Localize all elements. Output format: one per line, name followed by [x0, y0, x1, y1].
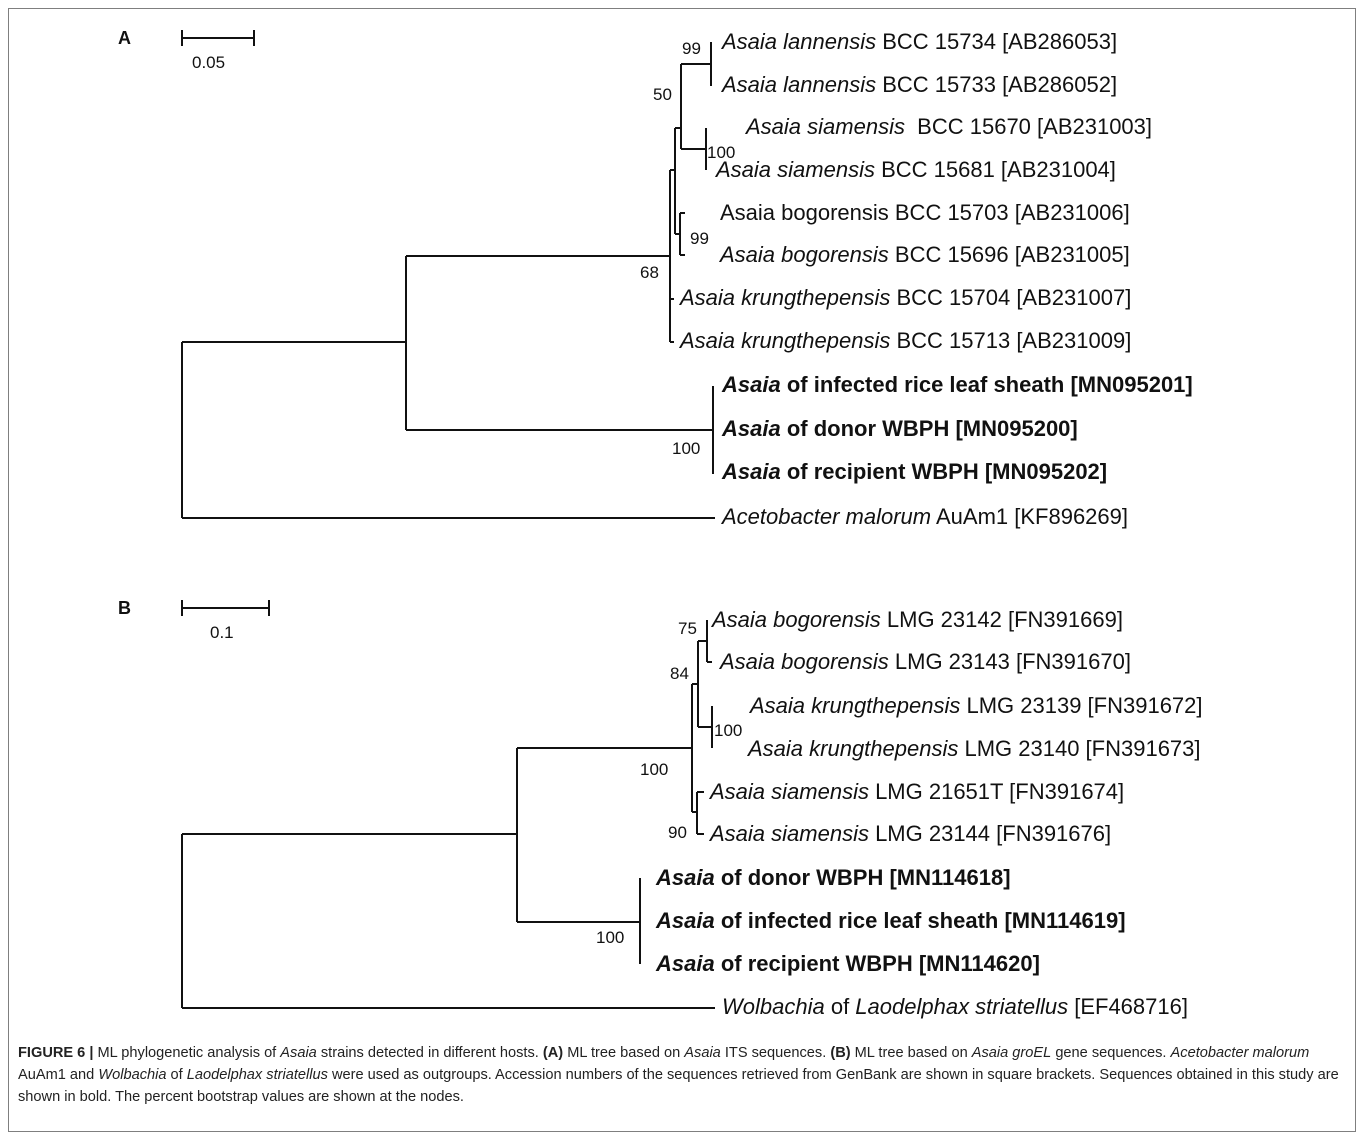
bootstrap-value: 99 — [690, 229, 709, 248]
taxon-label: Asaia lannensis BCC 15733 [AB286052] — [720, 72, 1117, 97]
phylogenetic-trees: A 0.05 — [118, 28, 1203, 1019]
panel-b-scale-label: 0.1 — [210, 623, 234, 642]
panel-a-label: A — [118, 28, 131, 48]
bootstrap-value: 84 — [670, 664, 689, 683]
caption-segment: gene sequences. — [1051, 1045, 1171, 1061]
taxon-label: Asaia siamensis BCC 15670 [AB231003] — [744, 114, 1152, 139]
bootstrap-value: 90 — [668, 823, 687, 842]
taxon-label-bold: Asaia of donor WBPH [MN095200] — [721, 416, 1078, 441]
caption-segment: Asaia — [684, 1045, 721, 1061]
caption-segment: were used as outgroups. Accession number… — [18, 1067, 1339, 1105]
figure-caption: FIGURE 6 | ML phylogenetic analysis of A… — [18, 1042, 1344, 1108]
taxon-label-bold: Asaia of infected rice leaf sheath [MN11… — [655, 908, 1126, 933]
taxon-label-bold: Asaia of infected rice leaf sheath [MN09… — [721, 372, 1193, 397]
caption-segment: Acetobacter malorum — [1170, 1045, 1310, 1061]
bootstrap-value: 100 — [672, 439, 700, 458]
bootstrap-value: 100 — [640, 760, 668, 779]
taxon-label: Asaia bogorensis LMG 23143 [FN391670] — [718, 649, 1131, 674]
panel-b-taxa: Asaia bogorensis LMG 23142 [FN391669] As… — [655, 607, 1203, 1019]
taxon-label: Asaia siamensis LMG 23144 [FN391676] — [708, 821, 1111, 846]
caption-segment: Wolbachia — [98, 1067, 167, 1083]
taxon-label: Asaia bogorensis BCC 15703 [AB231006] — [720, 200, 1130, 225]
caption-segment: AuAm1 and — [18, 1067, 99, 1083]
panel-a-branches — [181, 42, 715, 519]
panel-a-taxa: Asaia lannensis BCC 15734 [AB286053] Asa… — [678, 29, 1193, 529]
caption-segment: strains detected in different hosts. — [316, 1045, 543, 1061]
caption-segment: Laodelphax striatellus — [186, 1067, 328, 1083]
caption-segment: Asaia groEL — [971, 1045, 1052, 1061]
caption-segment: of — [166, 1067, 187, 1083]
taxon-label: Asaia siamensis LMG 21651T [FN391674] — [708, 779, 1124, 804]
panel-a-scale-bar — [181, 30, 255, 46]
caption-segment: ML tree based on — [850, 1045, 972, 1061]
taxon-label: Asaia krungthepensis LMG 23140 [FN391673… — [746, 736, 1201, 761]
bootstrap-value: 68 — [640, 263, 659, 282]
taxon-label: Asaia krungthepensis BCC 15704 [AB231007… — [678, 285, 1131, 310]
figure-frame — [8, 8, 1356, 1132]
panel-b-scale-bar — [181, 600, 270, 616]
caption-segment: (A) — [542, 1045, 564, 1061]
caption-segment: ITS sequences. — [720, 1045, 831, 1061]
taxon-label: Asaia siamensis BCC 15681 [AB231004] — [714, 157, 1116, 182]
taxon-label: Wolbachia of Laodelphax striatellus [EF4… — [722, 994, 1188, 1019]
taxon-label: Asaia krungthepensis BCC 15713 [AB231009… — [678, 328, 1131, 353]
bootstrap-value: 100 — [596, 928, 624, 947]
taxon-label: Asaia krungthepensis LMG 23139 [FN391672… — [748, 693, 1203, 718]
taxon-label-bold: Asaia of recipient WBPH [MN095202] — [721, 459, 1107, 484]
caption-segment: ML tree based on — [563, 1045, 685, 1061]
caption-segment: (B) — [830, 1045, 851, 1061]
panel-a-scale-label: 0.05 — [192, 53, 225, 72]
panel-b-branches — [181, 620, 715, 1009]
bootstrap-value: 100 — [714, 721, 742, 740]
caption-segment: ML phylogenetic analysis of — [97, 1045, 281, 1061]
panel-b-bootstrap-values: 75 84 100 100 90 100 — [596, 619, 742, 947]
caption-segment: Asaia — [280, 1045, 317, 1061]
bootstrap-value: 50 — [653, 85, 672, 104]
bootstrap-value: 75 — [678, 619, 697, 638]
taxon-label: Asaia bogorensis LMG 23142 [FN391669] — [710, 607, 1123, 632]
taxon-label-bold: Asaia of recipient WBPH [MN114620] — [655, 951, 1040, 976]
panel-a-bootstrap-values: 99 50 100 99 68 100 — [640, 39, 735, 458]
caption-segment: FIGURE 6 | — [18, 1045, 98, 1061]
taxon-label-bold: Asaia of donor WBPH [MN114618] — [655, 865, 1011, 890]
taxon-label: Asaia bogorensis BCC 15696 [AB231005] — [718, 242, 1130, 267]
taxon-label: Asaia lannensis BCC 15734 [AB286053] — [720, 29, 1117, 54]
panel-b-label: B — [118, 598, 131, 618]
bootstrap-value: 100 — [707, 143, 735, 162]
taxon-label: Acetobacter malorum AuAm1 [KF896269] — [720, 504, 1128, 529]
bootstrap-value: 99 — [682, 39, 701, 58]
